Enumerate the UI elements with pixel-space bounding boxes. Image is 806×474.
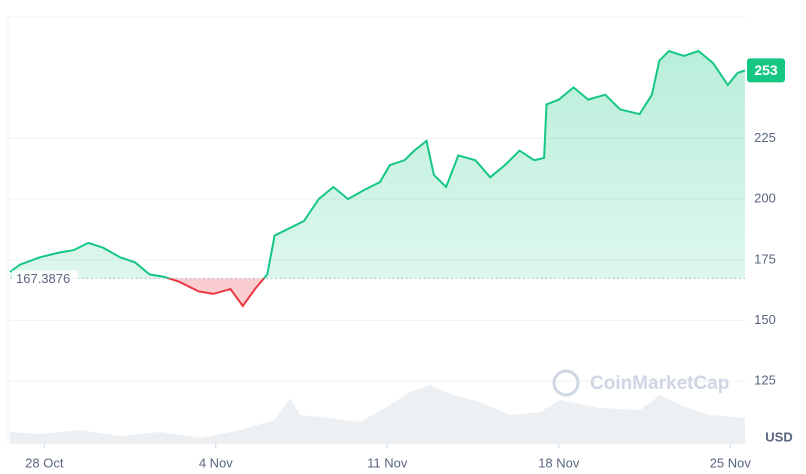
watermark-logo [552,369,580,397]
y-tick-label: 150 [754,312,776,327]
price-line-up [9,49,746,279]
price-badge [747,58,785,83]
x-tick-label: 28 Oct [25,455,64,470]
area-above [10,51,745,279]
x-tick-label: 18 Nov [538,455,580,470]
price-badge-label: 253 [754,62,778,78]
y-tick-label: 125 [754,373,776,388]
y-tick-label: 200 [754,191,776,206]
currency-label: USD [765,429,792,444]
x-tick-label: 11 Nov [367,455,408,470]
x-tick-label: 25 Nov [710,455,752,470]
reference-label-bg [12,270,78,287]
x-tick-label: 4 Nov [199,455,233,470]
watermark: CoinMarketCap [590,373,729,394]
reference-label: 167.3876 [16,271,70,286]
y-tick-label: 225 [754,130,776,145]
volume-area [10,385,745,444]
y-tick-label: 175 [754,251,776,266]
